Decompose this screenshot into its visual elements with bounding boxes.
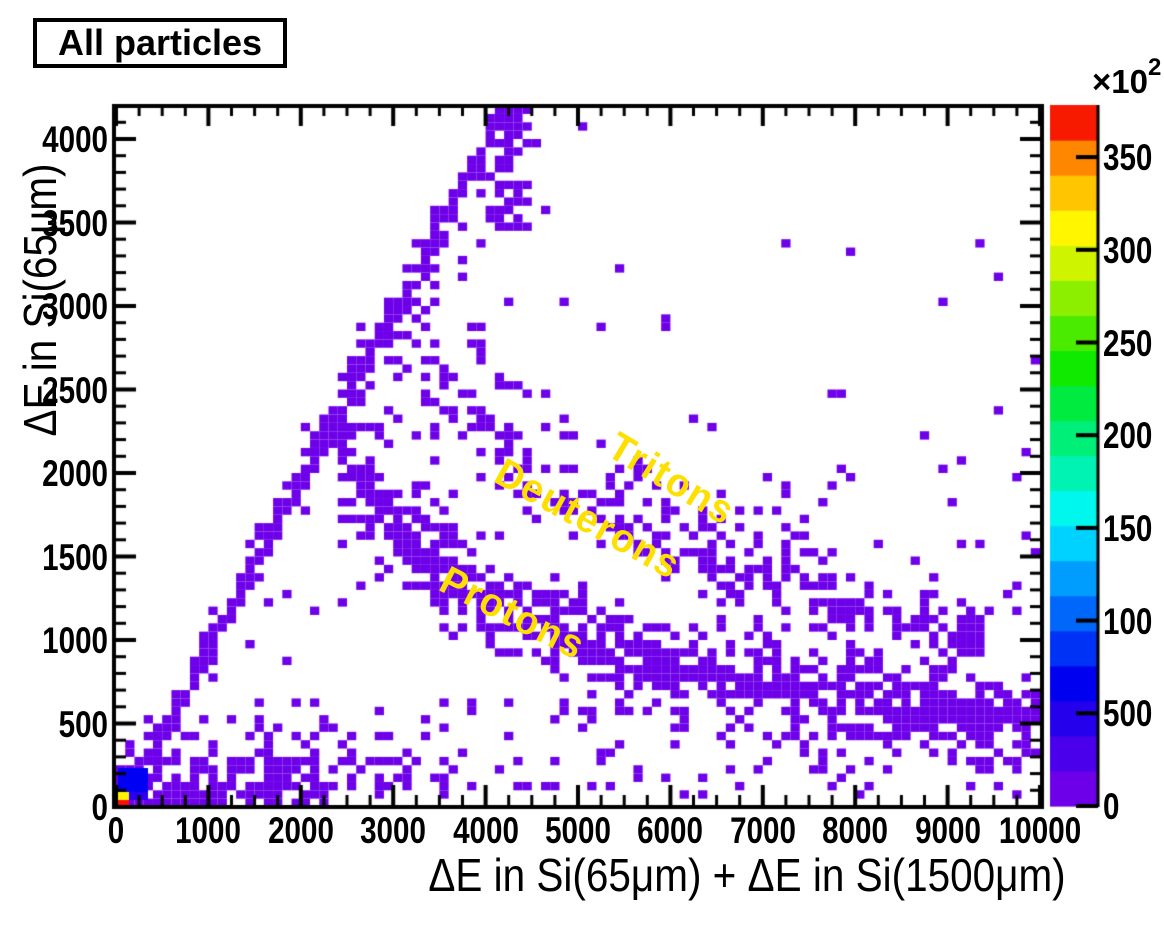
colorbar-tick-label: 0 [1103, 786, 1120, 827]
y-tick-label: 2500 [42, 369, 108, 411]
z-multiplier-mantissa: ×10 [1092, 63, 1148, 100]
colorbar-tick-label: 150 [1103, 507, 1153, 549]
x-tick-label: 1000 [175, 810, 242, 851]
plot-title: All particles [57, 22, 263, 63]
colorbar-tick-label: 350 [1103, 137, 1153, 179]
colorbar-tick-label: 300 [1103, 229, 1153, 271]
x-axis-title: ΔE in Si(65μm) + ΔE in Si(1500μm) [428, 849, 1066, 901]
y-tick-label: 1500 [42, 536, 108, 578]
y-tick-label: 500 [58, 703, 108, 745]
y-tick-label: 0 [91, 787, 108, 828]
x-tick-label: 5000 [545, 810, 611, 851]
x-tick-label: 10000 [998, 810, 1082, 851]
x-tick-label: 6000 [637, 810, 704, 851]
x-tick-label: 8000 [822, 810, 889, 851]
x-tick-label: 7000 [729, 810, 796, 851]
x-tick-label: 2000 [267, 810, 334, 851]
z-multiplier-exponent: 2 [1147, 54, 1162, 81]
x-tick-label: 3000 [360, 810, 427, 851]
x-tick-label: 9000 [914, 810, 981, 851]
y-tick-label: 2000 [42, 453, 108, 494]
y-tick-label: 3500 [42, 202, 108, 244]
y-tick-label: 4000 [42, 119, 108, 160]
plot-title-box: All particles [33, 18, 287, 68]
colorbar-tick-label: 250 [1103, 322, 1153, 364]
colorbar-tick-label: 500 [1103, 693, 1153, 735]
x-tick-label: 4000 [452, 810, 519, 851]
x-tick-label: 0 [107, 810, 125, 851]
y-tick-label: 3000 [42, 286, 108, 327]
y-tick-label: 1000 [42, 620, 108, 661]
colorbar-tick-label: 200 [1103, 415, 1153, 457]
z-axis-multiplier: ×102 [1092, 56, 1161, 100]
colorbar-tick-label: 100 [1103, 600, 1153, 642]
